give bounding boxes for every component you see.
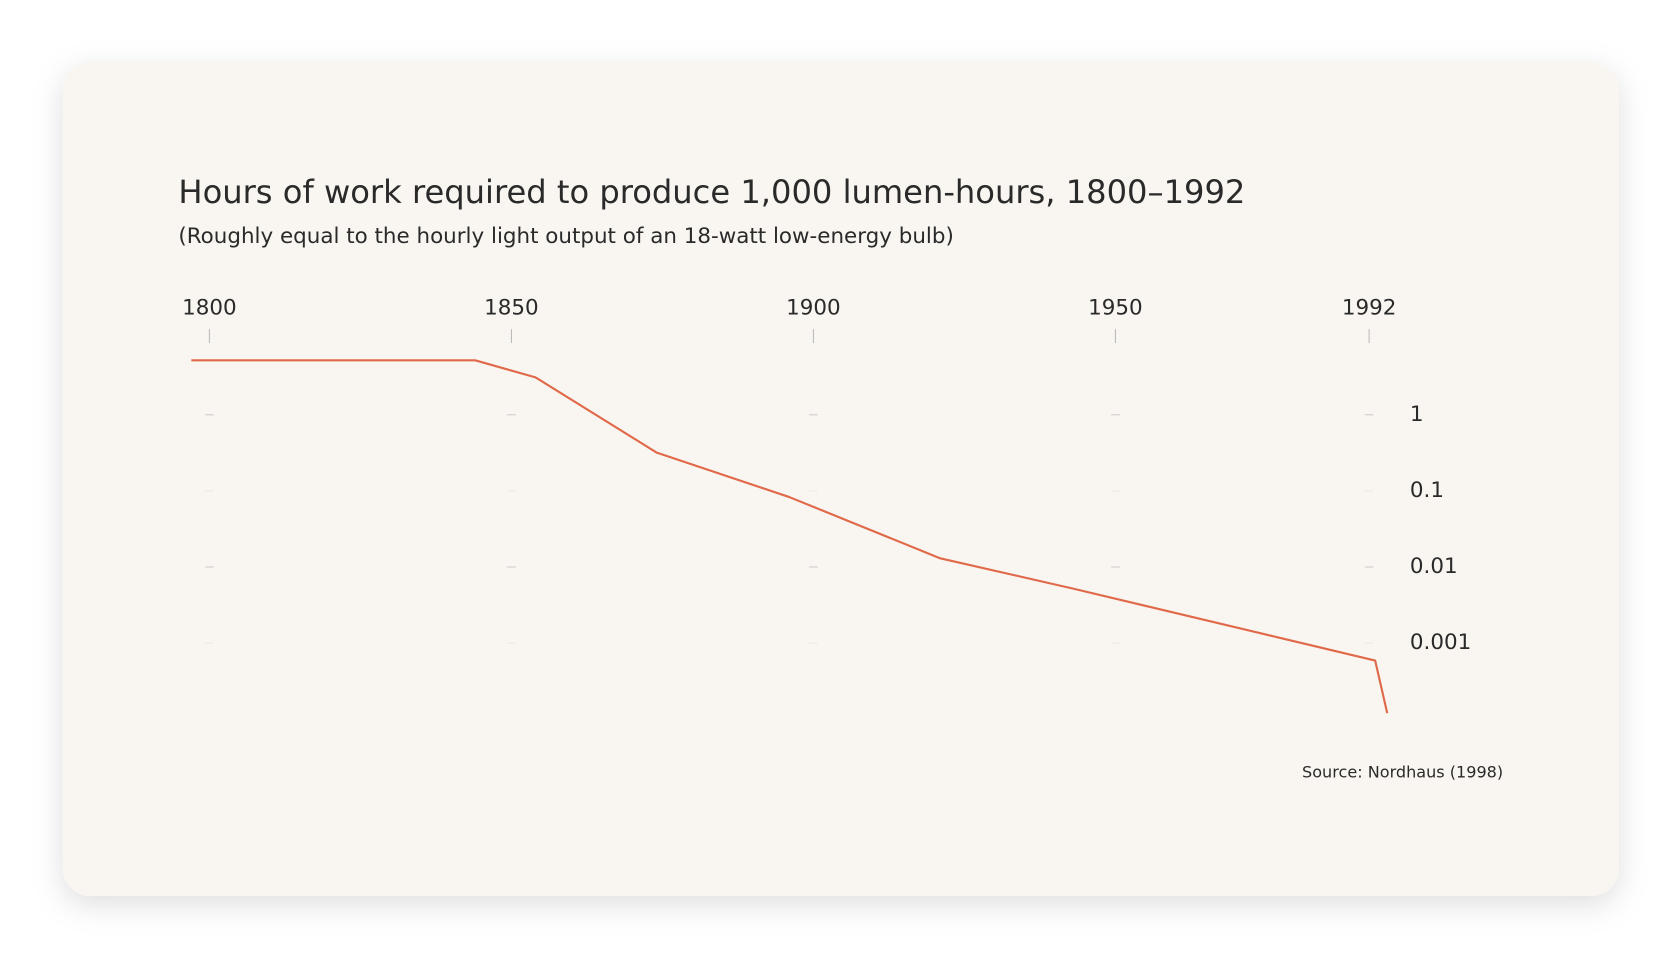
x-tick-label: 1900 [786, 296, 841, 321]
y-tick-label: 1 [1410, 402, 1424, 427]
x-tick-label: 1850 [484, 296, 539, 321]
y-tick-label: 0.01 [1410, 554, 1458, 579]
data-line [191, 359, 1389, 714]
x-tick-label: 1992 [1342, 296, 1397, 321]
x-tick-label: 1950 [1088, 296, 1143, 321]
card [62, 62, 1619, 897]
chart-subtitle: (Roughly equal to the hourly light outpu… [178, 224, 953, 249]
y-tick-label: 0.001 [1410, 630, 1471, 655]
chart-title: Hours of work required to produce 1,000 … [178, 173, 1245, 211]
y-tick-label: 0.1 [1410, 478, 1444, 503]
source-note: Source: Nordhaus (1998) [1302, 762, 1503, 781]
x-tick-label: 1800 [182, 296, 237, 321]
